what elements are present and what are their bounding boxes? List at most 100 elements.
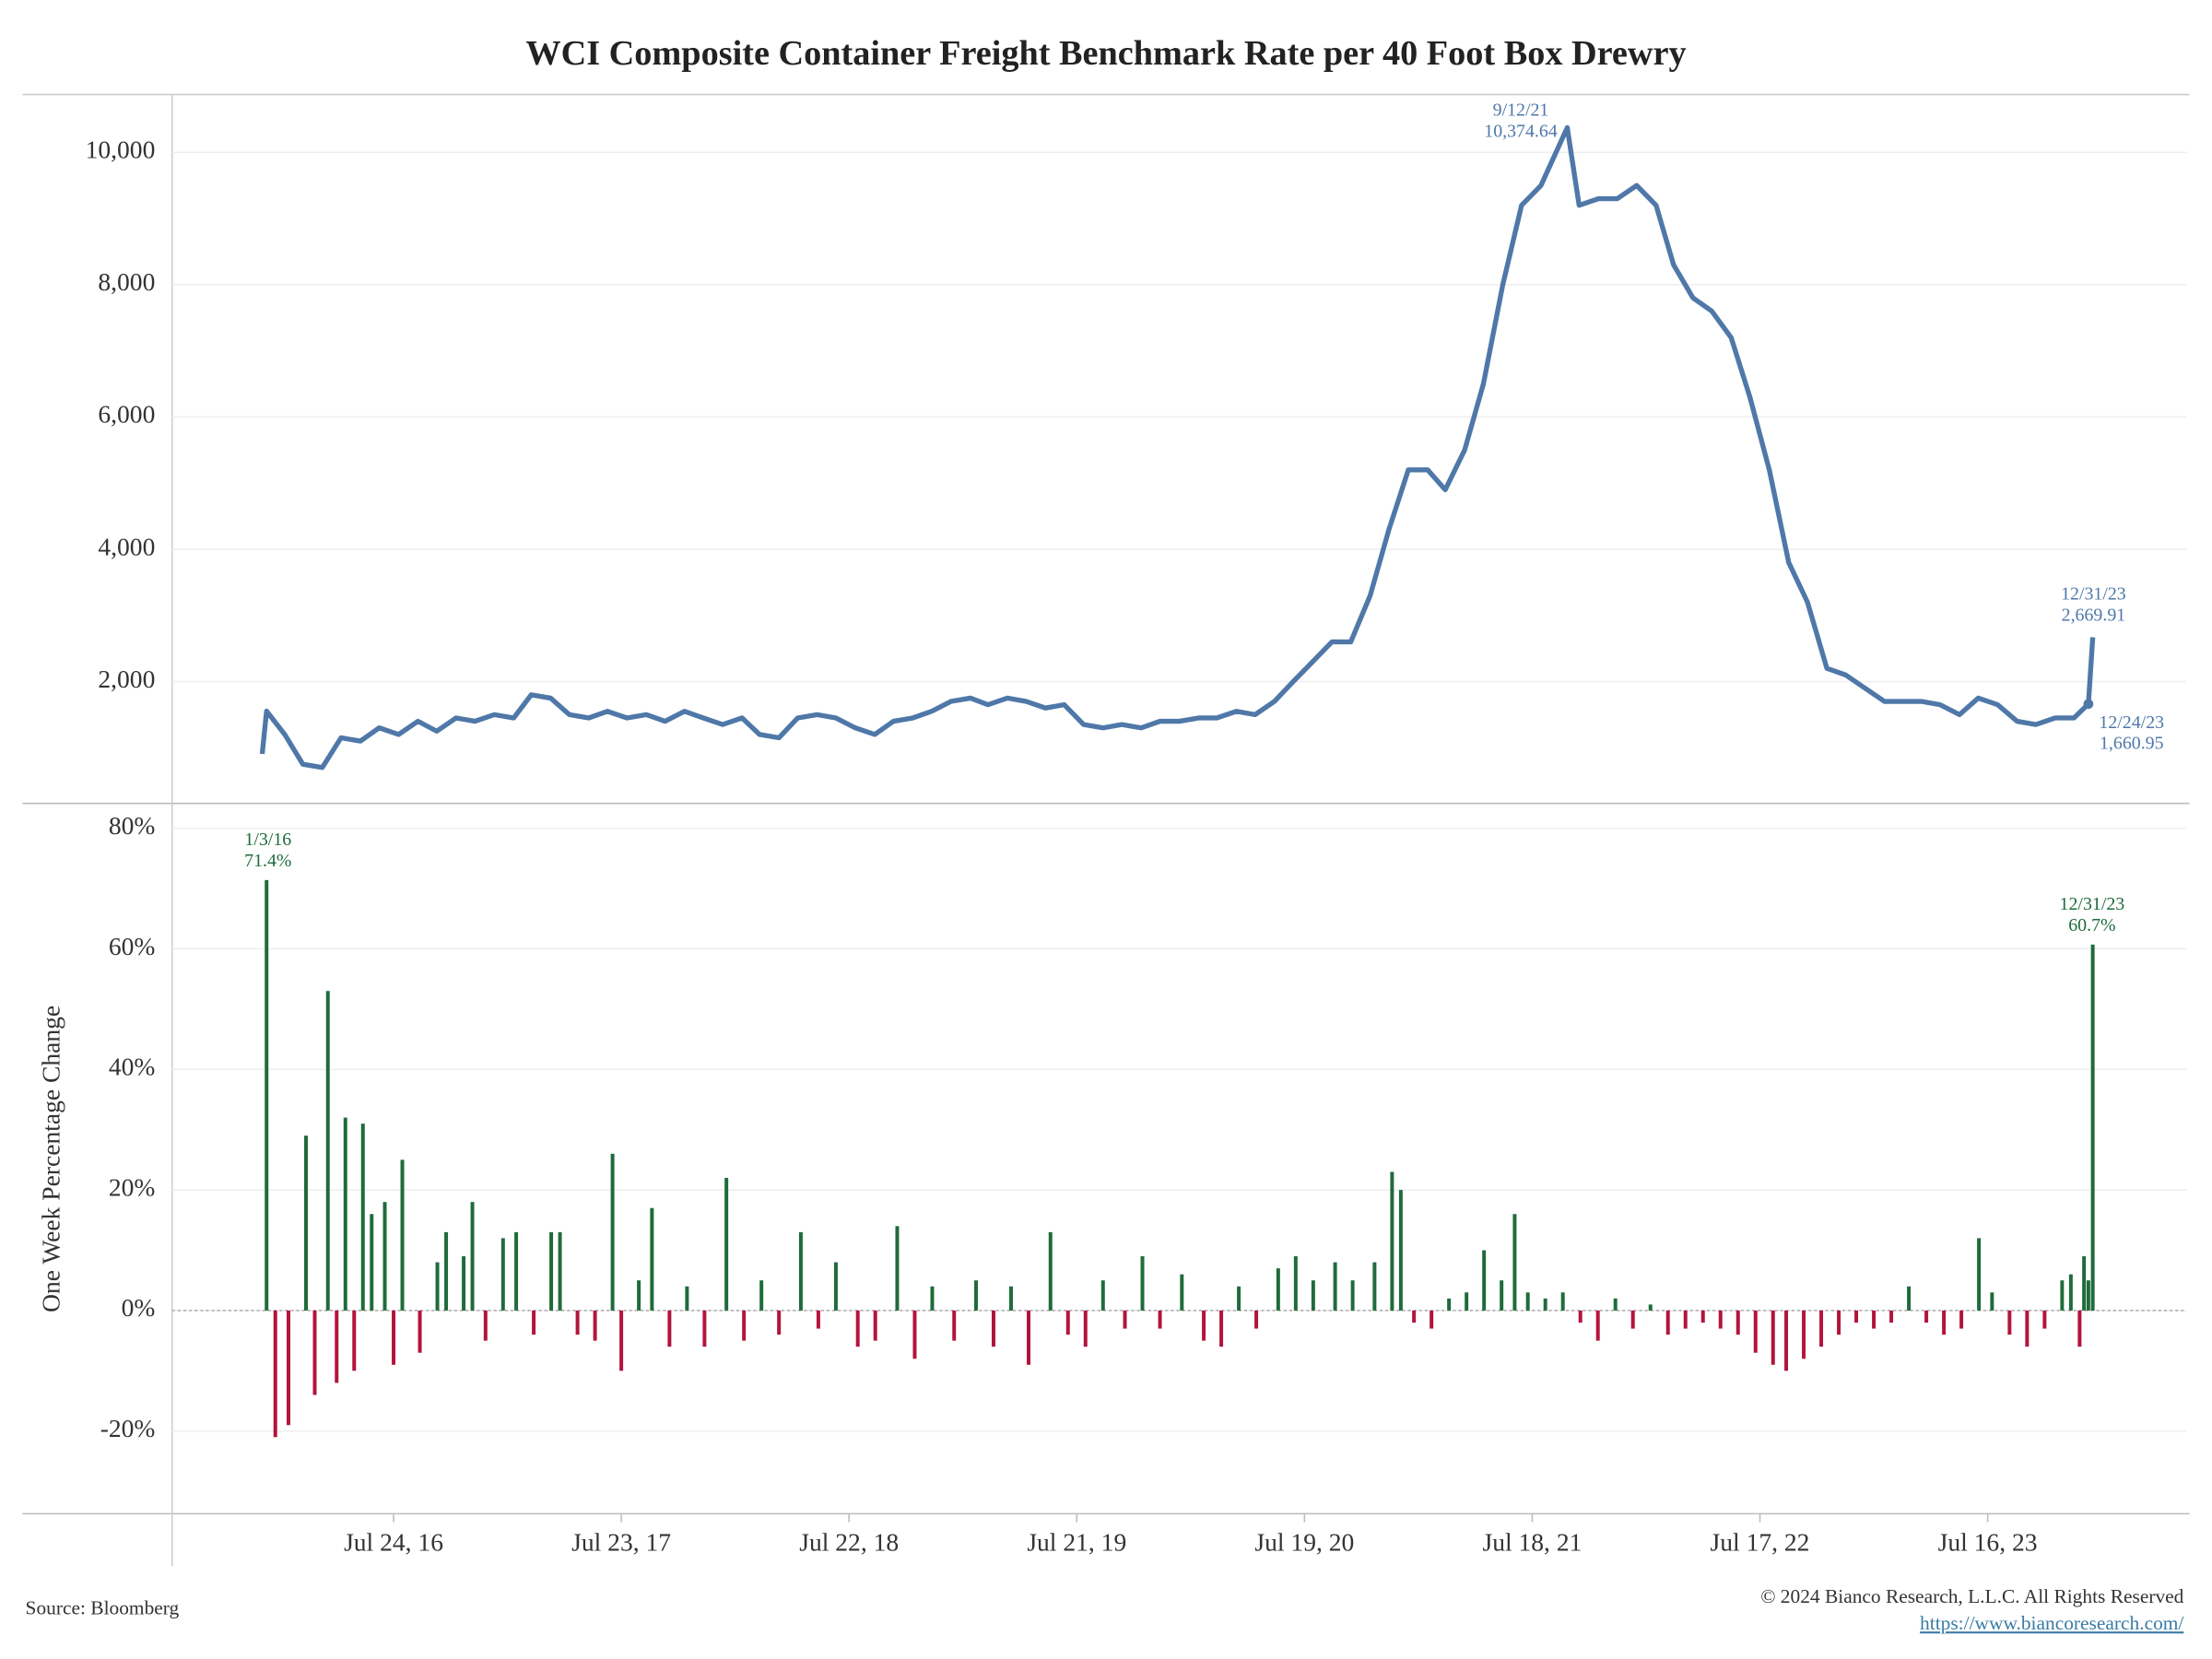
bar <box>1613 1298 1618 1311</box>
bar <box>312 1310 317 1395</box>
bar <box>685 1286 689 1311</box>
bar <box>759 1280 764 1311</box>
bar <box>1837 1310 1841 1335</box>
bar <box>952 1310 957 1341</box>
bar <box>1907 1286 1912 1311</box>
bar <box>930 1286 935 1311</box>
bar <box>1009 1286 1013 1311</box>
bar <box>483 1310 488 1341</box>
y-tick-label: 6,000 <box>98 400 155 429</box>
bar <box>265 879 269 1311</box>
annotation: 60.7% <box>2068 915 2115 935</box>
bar <box>1276 1268 1280 1311</box>
bar <box>1543 1298 1547 1311</box>
bar <box>2090 944 2095 1311</box>
bar <box>2060 1280 2065 1311</box>
x-tick-label: Jul 24, 16 <box>344 1527 443 1556</box>
bar <box>1578 1310 1583 1323</box>
annotation: 1/3/16 <box>244 830 291 850</box>
bar <box>1771 1310 1775 1365</box>
bar <box>1219 1310 1224 1347</box>
bar <box>514 1231 519 1311</box>
bar <box>667 1310 672 1347</box>
x-tick-label: Jul 16, 23 <box>1938 1527 2038 1556</box>
bar <box>2086 1280 2090 1311</box>
bar <box>382 1202 387 1311</box>
bar <box>798 1231 803 1311</box>
bar <box>1735 1310 1740 1335</box>
annotation: 12/31/23 <box>2060 894 2125 914</box>
bar <box>816 1310 820 1329</box>
annotation: 12/31/23 <box>2061 583 2126 604</box>
bar <box>724 1178 729 1311</box>
bar <box>1293 1256 1298 1311</box>
bar <box>2068 1274 2073 1311</box>
bar <box>325 991 330 1311</box>
bar <box>1465 1292 1469 1311</box>
bar <box>2025 1310 2030 1347</box>
bar <box>1482 1250 1487 1311</box>
bar <box>1977 1238 1982 1311</box>
bar <box>1158 1310 1162 1329</box>
bar <box>1560 1292 1565 1311</box>
bar <box>1027 1310 1030 1365</box>
annotation: 71.4% <box>244 851 291 871</box>
annotation: 1,660.95 <box>2100 734 2164 754</box>
link[interactable]: https://www.biancoresearch.com/ <box>1920 1612 2183 1634</box>
annotation: 10,374.64 <box>1484 121 1558 141</box>
bar <box>1525 1292 1530 1311</box>
bar <box>1718 1310 1723 1329</box>
y-tick-label: -20% <box>100 1414 156 1442</box>
bar <box>1512 1214 1517 1311</box>
bar <box>1872 1310 1877 1329</box>
bar <box>352 1310 357 1371</box>
bar <box>1398 1190 1403 1311</box>
bar <box>418 1310 422 1353</box>
annotation: 2,669.91 <box>2062 605 2126 625</box>
bar <box>1048 1231 1053 1311</box>
bar <box>1648 1304 1653 1311</box>
bar <box>895 1226 900 1311</box>
bar <box>610 1153 615 1311</box>
line <box>259 124 2096 771</box>
bar <box>1942 1310 1947 1335</box>
bar <box>470 1202 475 1311</box>
x-tick-label: Jul 18, 21 <box>1482 1527 1582 1556</box>
bar <box>619 1310 624 1371</box>
bar <box>593 1310 597 1341</box>
bar <box>1180 1274 1184 1311</box>
chart-title: WCI Composite Container Freight Benchmar… <box>525 34 1686 73</box>
bar <box>702 1310 707 1347</box>
bar <box>1665 1310 1670 1335</box>
y-tick-label: 4,000 <box>98 532 155 560</box>
bar <box>992 1310 995 1347</box>
bar <box>335 1310 339 1383</box>
bar <box>462 1256 466 1311</box>
bar <box>1854 1310 1859 1323</box>
bar <box>833 1262 838 1311</box>
bar <box>1959 1310 1964 1329</box>
bar <box>1630 1310 1635 1329</box>
x-tick-label: Jul 21, 19 <box>1027 1527 1126 1556</box>
bar <box>777 1310 782 1335</box>
bar <box>1390 1171 1394 1311</box>
bar <box>1237 1286 1241 1311</box>
x-tick-label: Jul 23, 17 <box>571 1527 671 1556</box>
bar <box>1333 1262 1337 1311</box>
bar <box>1412 1310 1417 1323</box>
y-tick-label: 2,000 <box>98 665 155 693</box>
bar <box>1889 1310 1894 1323</box>
bar <box>1254 1310 1259 1329</box>
bar <box>435 1262 440 1311</box>
y-tick-label: 20% <box>109 1172 155 1201</box>
bar <box>370 1214 374 1311</box>
end-point <box>2083 699 2094 710</box>
bar <box>650 1207 654 1311</box>
bar <box>1202 1310 1206 1341</box>
bar <box>1350 1280 1355 1311</box>
bar <box>549 1231 554 1311</box>
bar <box>973 1280 978 1311</box>
bar <box>855 1310 860 1347</box>
